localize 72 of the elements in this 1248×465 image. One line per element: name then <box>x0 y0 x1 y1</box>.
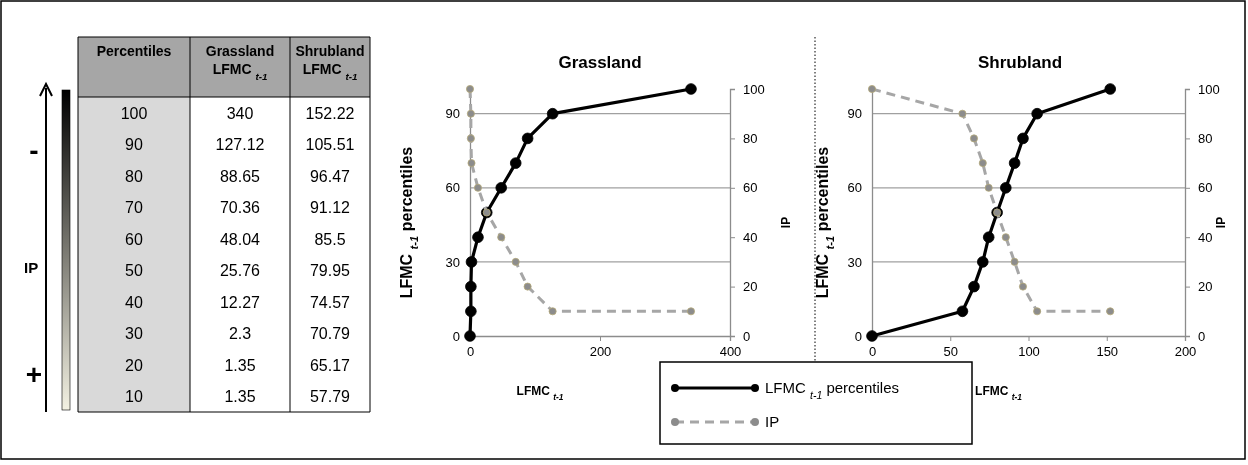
y-tick-label: 0 <box>854 328 862 344</box>
y2-tick-label: 0 <box>743 328 751 344</box>
data-label: 25.76 <box>219 262 261 280</box>
data-label: 340 <box>226 104 254 122</box>
y-tick-label: 0 <box>452 328 460 344</box>
data-label: 57.79 <box>309 388 351 406</box>
y2-tick-label: 60 <box>1198 180 1213 196</box>
data-label: 70.36 <box>219 199 261 217</box>
y-tick-label: 20 <box>125 356 143 374</box>
y-tick-label: 90 <box>445 106 460 122</box>
y-tick-label: 10 <box>125 388 143 406</box>
y2-tick-label: 20 <box>743 279 758 295</box>
x-tick-label: 400 <box>719 344 742 360</box>
y2-tick-label: 60 <box>743 180 758 196</box>
legend-label: IP <box>765 413 780 430</box>
data-label: 2.3 <box>228 325 252 343</box>
y-tick-label: 90 <box>847 106 862 122</box>
y2-axis-title: IP <box>779 216 793 229</box>
data-label: 152.22 <box>305 104 355 122</box>
y-tick-label: 60 <box>445 180 460 196</box>
data-label: 48.04 <box>219 230 261 248</box>
data-label: 127.12 <box>215 136 265 154</box>
y-tick-label: 30 <box>125 325 143 343</box>
y-tick-label: 60 <box>847 180 862 196</box>
y2-tick-label: 0 <box>1198 328 1206 344</box>
data-label: 1.35 <box>224 388 256 406</box>
data-label: 1.35 <box>224 356 256 374</box>
chart-title: Grassland <box>558 53 642 72</box>
x-tick-label: 0 <box>466 344 475 360</box>
data-label: 12.27 <box>219 293 261 311</box>
data-label: 65.17 <box>309 356 351 374</box>
text: - <box>29 135 39 166</box>
x-tick-label: Grassland LFMC $_{t-1}$ <box>205 43 275 82</box>
x-tick-label: 50 <box>943 344 958 360</box>
y-tick-label: 50 <box>125 262 143 280</box>
y-tick-label: 30 <box>445 254 460 270</box>
data-label: 96.47 <box>309 167 351 185</box>
y-tick-label: 60 <box>125 230 143 248</box>
chart-title: Shrubland <box>977 53 1063 72</box>
y2-tick-label: 40 <box>743 229 758 245</box>
x-tick-label: 200 <box>589 344 612 360</box>
y-tick-label: 80 <box>125 167 143 185</box>
y2-tick-label: 80 <box>743 131 758 147</box>
x-tick-label: 0 <box>868 344 877 360</box>
data-label: 91.12 <box>309 199 351 217</box>
data-label: 79.95 <box>309 262 351 280</box>
x-tick-label: 100 <box>1018 344 1040 360</box>
data-label: 85.5 <box>314 230 346 248</box>
y2-axis-title: IP <box>1214 216 1228 229</box>
y2-tick-label: 100 <box>1198 81 1220 97</box>
y2-tick-label: 100 <box>743 81 765 97</box>
y-tick-label: 100 <box>120 104 148 122</box>
legend-label: LFMC $_{t-1}$ percentiles <box>765 379 899 401</box>
x-axis-title: LFMC $_{t-1}$ <box>975 384 1023 402</box>
x-tick-label: 200 <box>1174 344 1197 360</box>
y-tick-label: 90 <box>125 136 143 154</box>
data-label: 70.79 <box>309 325 351 343</box>
data-label: 88.65 <box>219 167 261 185</box>
data-label: 74.57 <box>309 293 351 311</box>
y-tick-label: 70 <box>125 199 143 217</box>
y-tick-label: 30 <box>847 254 862 270</box>
y2-tick-label: 80 <box>1198 131 1213 147</box>
x-axis-title: LFMC $_{t-1}$ <box>516 384 564 402</box>
y-axis-title: Percentiles <box>96 43 172 59</box>
text: IP <box>24 259 39 276</box>
data-label: 105.51 <box>305 136 355 154</box>
text: + <box>25 359 43 390</box>
y2-tick-label: 40 <box>1198 229 1213 245</box>
x-tick-label: 150 <box>1096 344 1119 360</box>
y2-tick-label: 20 <box>1198 279 1213 295</box>
y-tick-label: 40 <box>125 293 143 311</box>
x-tick-label: Shrubland LFMC $_{t-1}$ <box>295 43 365 82</box>
